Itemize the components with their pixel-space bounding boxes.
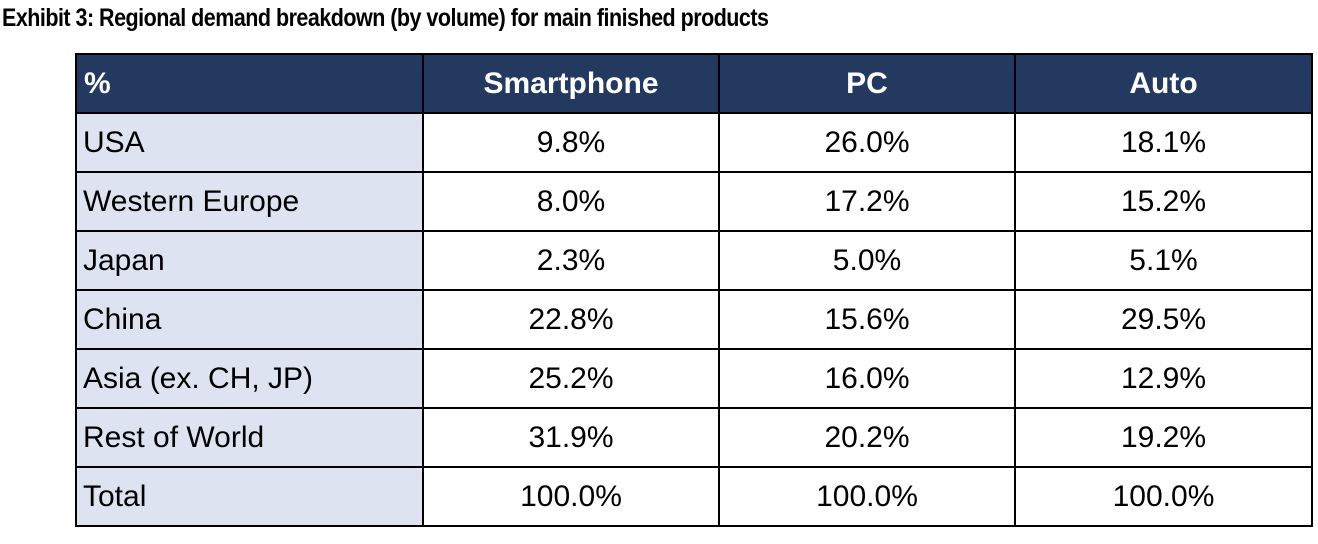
row-label-total: Total xyxy=(75,466,424,527)
cell-value: 31.9% xyxy=(422,407,720,468)
column-header-pc: PC xyxy=(718,53,1016,114)
row-label-china: China xyxy=(75,289,424,350)
corner-header-cell: % xyxy=(75,53,424,114)
cell-value: 8.0% xyxy=(422,171,720,232)
cell-value: 9.8% xyxy=(422,112,720,173)
cell-value: 12.9% xyxy=(1014,348,1313,409)
cell-value: 19.2% xyxy=(1014,407,1313,468)
table-row: USA 9.8% 26.0% 18.1% xyxy=(75,112,1313,173)
row-label-usa: USA xyxy=(75,112,424,173)
cell-value: 22.8% xyxy=(422,289,720,350)
table-row-total: Total 100.0% 100.0% 100.0% xyxy=(75,466,1313,527)
row-label-japan: Japan xyxy=(75,230,424,291)
table-row: Asia (ex. CH, JP) 25.2% 16.0% 12.9% xyxy=(75,348,1313,409)
cell-value: 100.0% xyxy=(718,466,1016,527)
cell-value: 5.0% xyxy=(718,230,1016,291)
cell-value: 15.6% xyxy=(718,289,1016,350)
cell-value: 5.1% xyxy=(1014,230,1313,291)
table-row: China 22.8% 15.6% 29.5% xyxy=(75,289,1313,350)
cell-value: 29.5% xyxy=(1014,289,1313,350)
cell-value: 26.0% xyxy=(718,112,1016,173)
cell-value: 100.0% xyxy=(422,466,720,527)
table-row: Rest of World 31.9% 20.2% 19.2% xyxy=(75,407,1313,468)
exhibit-title: Exhibit 3: Regional demand breakdown (by… xyxy=(2,4,769,32)
regional-demand-table: % Smartphone PC Auto USA 9.8% 26.0% 18.1… xyxy=(75,53,1313,527)
table-header-row: % Smartphone PC Auto xyxy=(75,53,1313,114)
table-row: Japan 2.3% 5.0% 5.1% xyxy=(75,230,1313,291)
table-row: Western Europe 8.0% 17.2% 15.2% xyxy=(75,171,1313,232)
cell-value: 20.2% xyxy=(718,407,1016,468)
row-label-western-europe: Western Europe xyxy=(75,171,424,232)
cell-value: 18.1% xyxy=(1014,112,1313,173)
row-label-asia-ex-ch-jp: Asia (ex. CH, JP) xyxy=(75,348,424,409)
cell-value: 2.3% xyxy=(422,230,720,291)
cell-value: 17.2% xyxy=(718,171,1016,232)
column-header-auto: Auto xyxy=(1014,53,1313,114)
row-label-rest-of-world: Rest of World xyxy=(75,407,424,468)
column-header-smartphone: Smartphone xyxy=(422,53,720,114)
cell-value: 16.0% xyxy=(718,348,1016,409)
cell-value: 25.2% xyxy=(422,348,720,409)
cell-value: 15.2% xyxy=(1014,171,1313,232)
cell-value: 100.0% xyxy=(1014,466,1313,527)
